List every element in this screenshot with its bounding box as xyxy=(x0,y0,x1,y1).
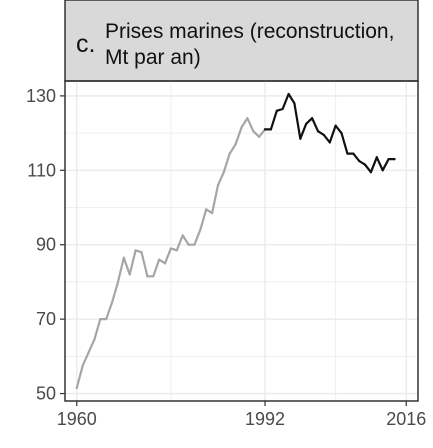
data-point xyxy=(252,130,255,133)
x-tick-label: 2016 xyxy=(386,409,426,429)
data-point xyxy=(146,275,149,278)
x-tick-label: 1960 xyxy=(57,409,97,429)
data-point xyxy=(116,280,120,284)
y-tick-label: 90 xyxy=(36,235,56,255)
data-point xyxy=(158,258,161,261)
data-point xyxy=(375,156,378,159)
data-point xyxy=(199,228,202,231)
data-point xyxy=(311,117,314,120)
y-tick-label: 130 xyxy=(26,86,56,106)
data-point xyxy=(222,171,225,174)
data-point xyxy=(334,124,337,127)
data-point xyxy=(234,143,237,146)
y-tick-label: 70 xyxy=(36,309,56,329)
data-point xyxy=(246,117,249,120)
data-point xyxy=(258,135,261,138)
data-point xyxy=(210,211,214,215)
data-point xyxy=(363,163,367,166)
chart-title-line-2: Mt par an) xyxy=(105,46,201,69)
data-point xyxy=(134,249,137,252)
y-tick-label: 50 xyxy=(36,384,56,404)
data-point xyxy=(93,338,96,341)
data-point xyxy=(122,256,125,259)
data-point xyxy=(105,318,108,321)
panel-letter: c. xyxy=(76,30,95,58)
chart-title-line-1: Prises marines (reconstruction, xyxy=(105,20,394,43)
data-point xyxy=(163,262,167,265)
data-point xyxy=(352,152,355,155)
data-point xyxy=(293,102,296,105)
data-point xyxy=(299,137,302,140)
data-point xyxy=(181,234,184,237)
data-point xyxy=(140,251,143,254)
data-point xyxy=(75,386,78,390)
data-point xyxy=(322,133,325,137)
data-point xyxy=(187,243,190,246)
data-point xyxy=(228,152,231,155)
plot-area: 50 70 90 110 130 1960 1992 2016 xyxy=(26,80,426,429)
data-point xyxy=(152,275,155,278)
data-point xyxy=(358,159,361,163)
data-point xyxy=(305,122,308,125)
data-point xyxy=(205,208,208,211)
data-point xyxy=(128,273,131,276)
data-point xyxy=(193,243,196,246)
data-point xyxy=(263,128,267,131)
data-point xyxy=(175,249,178,252)
data-point xyxy=(287,92,290,96)
panel-strip: c. Prises marines (reconstruction, Mt pa… xyxy=(64,0,419,82)
data-point xyxy=(275,109,278,112)
data-point xyxy=(240,126,243,129)
data-point xyxy=(216,184,220,187)
y-tick-label: 110 xyxy=(27,160,56,180)
data-point xyxy=(346,152,349,155)
data-point xyxy=(110,301,114,304)
data-point xyxy=(87,351,90,354)
data-point xyxy=(316,130,320,133)
panel-border xyxy=(64,80,419,402)
data-point xyxy=(387,158,390,161)
data-point xyxy=(393,158,396,161)
data-point xyxy=(99,318,102,321)
data-point xyxy=(369,171,373,174)
data-point xyxy=(281,107,284,111)
data-point xyxy=(340,131,343,135)
data-point xyxy=(328,141,331,144)
data-point xyxy=(269,128,273,131)
data-point xyxy=(169,247,172,250)
data-point xyxy=(381,169,384,172)
x-tick-label: 1992 xyxy=(245,409,285,429)
data-point xyxy=(81,364,84,367)
panel-strip-background xyxy=(64,0,419,82)
